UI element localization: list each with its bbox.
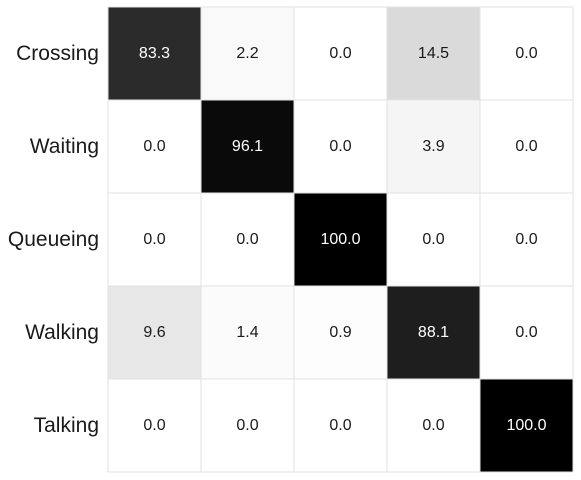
row-label-queueing: Queueing (8, 228, 99, 251)
heatmap-cell (387, 193, 480, 286)
cell-value-label: 0.0 (329, 45, 351, 62)
heatmap-cell (294, 193, 387, 286)
cell-value-label: 9.6 (143, 324, 165, 341)
cell-value-label: 0.0 (236, 231, 258, 248)
cell-value-label: 0.0 (422, 417, 444, 434)
cell-value-label: 0.0 (515, 231, 537, 248)
heatmap-cell (108, 286, 201, 379)
heatmap-cell (201, 7, 294, 100)
cell-value-label: 0.0 (329, 417, 351, 434)
heatmap-cell (294, 100, 387, 193)
cell-value-label: 3.9 (422, 138, 444, 155)
heatmap-grid (107, 6, 574, 473)
row-label-crossing: Crossing (16, 42, 99, 65)
cell-value-label: 96.1 (232, 138, 263, 155)
heatmap-cell (294, 7, 387, 100)
cell-value-label: 2.2 (236, 45, 258, 62)
cell-value-label: 0.0 (143, 231, 165, 248)
heatmap-cell (387, 7, 480, 100)
heatmap-cell (108, 100, 201, 193)
row-label-talking: Talking (34, 414, 99, 437)
heatmap-cell (201, 379, 294, 472)
cell-value-label: 0.9 (329, 324, 351, 341)
heatmap-cell (480, 379, 573, 472)
heatmap-cell (201, 100, 294, 193)
cell-value-label: 83.3 (139, 45, 170, 62)
heatmap-cell (108, 193, 201, 286)
heatmap-cell (480, 193, 573, 286)
heatmap-cell (201, 286, 294, 379)
cell-value-label: 100.0 (506, 417, 546, 434)
cell-value-label: 14.5 (418, 45, 449, 62)
row-labels: Crossing Waiting Queueing Walking Talking (8, 42, 99, 437)
heatmap-cell (480, 286, 573, 379)
heatmap-cell (387, 286, 480, 379)
cell-value-label: 88.1 (418, 324, 449, 341)
cell-value-label: 100.0 (320, 231, 360, 248)
cell-value-label: 1.4 (236, 324, 258, 341)
heatmap-cell (108, 379, 201, 472)
cell-value-label: 0.0 (329, 138, 351, 155)
heatmap-cell (201, 193, 294, 286)
heatmap-cell (108, 7, 201, 100)
cell-value-label: 0.0 (515, 138, 537, 155)
cell-value-label: 0.0 (515, 324, 537, 341)
cell-value-label: 0.0 (143, 138, 165, 155)
heatmap-cell (480, 7, 573, 100)
heatmap-cell (294, 286, 387, 379)
heatmap-cell (294, 379, 387, 472)
heatmap-cell (387, 379, 480, 472)
heatmap-cells: 83.3 2.2 0.0 14.5 0.0 0.0 96.1 0.0 3.9 0.0 0.0 0.0 1… (108, 7, 573, 472)
row-label-waiting: Waiting (30, 135, 99, 158)
heatmap-cell (480, 100, 573, 193)
row-label-walking: Walking (25, 321, 99, 344)
heatmap-cell (387, 100, 480, 193)
cell-value-label: 0.0 (515, 45, 537, 62)
cell-value-label: 0.0 (236, 417, 258, 434)
cell-value-label: 0.0 (143, 417, 165, 434)
cell-value-label: 0.0 (422, 231, 444, 248)
